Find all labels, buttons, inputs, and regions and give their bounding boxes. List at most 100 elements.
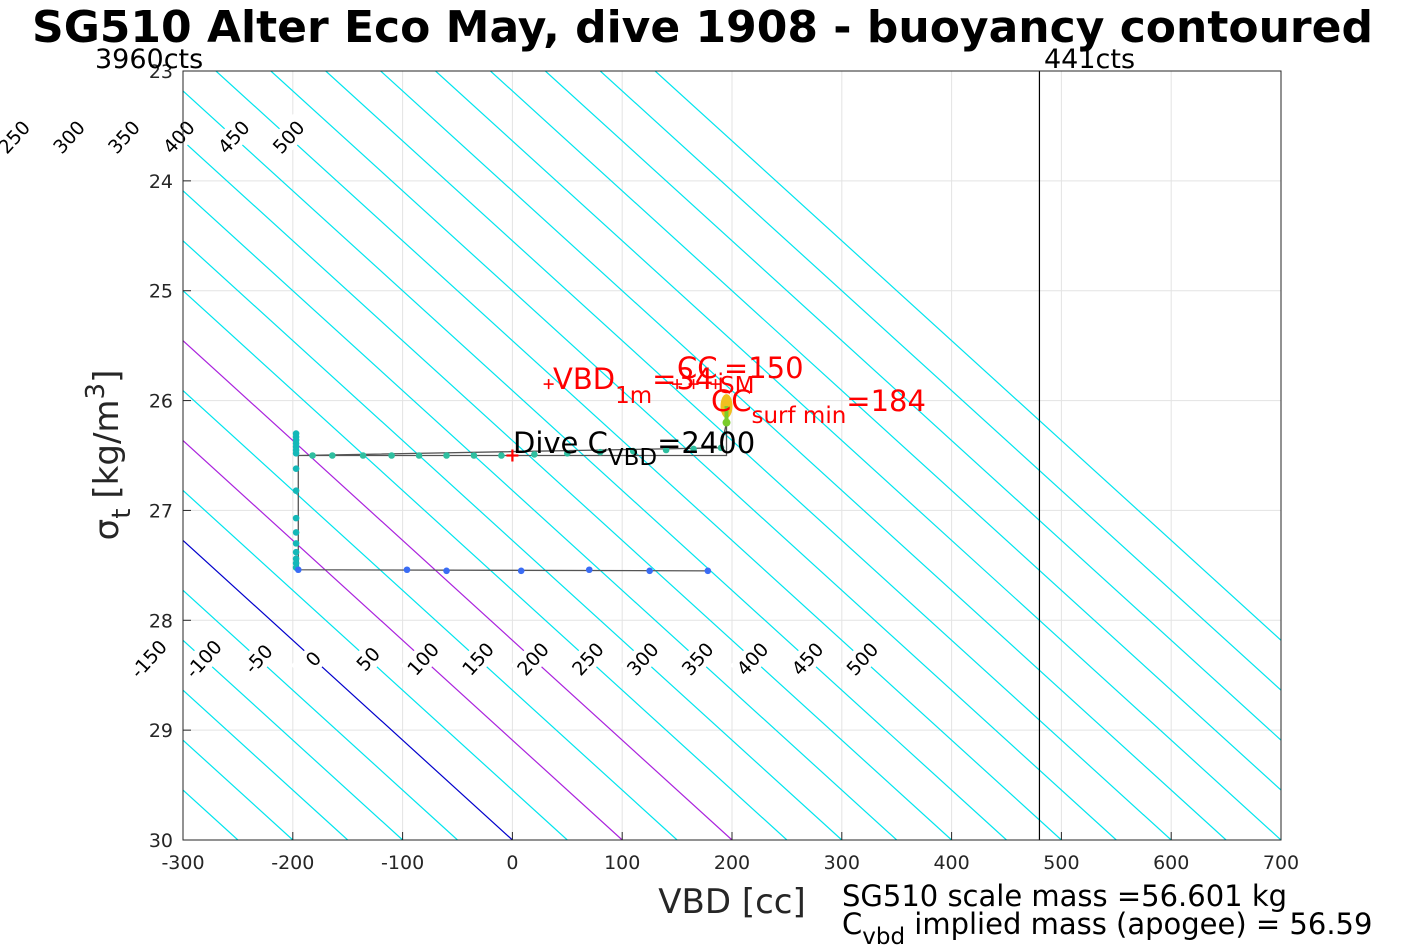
dive-cvbd-label-part: =2400 [657, 426, 755, 460]
cc-label-part: i [718, 370, 724, 396]
vbd-1m-label: VBD1m=34 [553, 362, 713, 409]
data-point [292, 529, 300, 536]
implied-tail: implied mass (apogee) = 56.59 [905, 907, 1372, 941]
x-tick-label: -300 [161, 852, 204, 874]
dive-cvbd-label-part: Dive C [513, 426, 608, 460]
y-tick-label: 30 [149, 830, 173, 852]
chart-title: SG510 Alter Eco May, dive 1908 - buoyanc… [32, 2, 1373, 53]
sm-label: SM [720, 373, 754, 399]
implied-mass-label: Cvbd implied mass (apogee) = 56.59 [842, 907, 1372, 945]
x-tick-label: 500 [1043, 852, 1079, 874]
data-point [690, 445, 697, 453]
data-point [292, 540, 300, 547]
x-tick-label: 200 [714, 852, 750, 874]
y-axis-close: ] [87, 370, 127, 383]
data-point [704, 567, 712, 575]
x-axis-ticks: -300 -200 -100 0 100 200 300 400 500 600 700 [161, 832, 1299, 874]
contour-label: 350 [104, 117, 145, 159]
contour-label: 300 [49, 117, 90, 159]
data-point [443, 567, 450, 575]
data-point [470, 452, 478, 459]
x-tick-label: 0 [506, 852, 518, 874]
data-point [596, 448, 604, 456]
cc-surf-label: CCsurf min=184 [711, 384, 926, 429]
y-axis-sup: 3 [81, 383, 111, 400]
data-point [415, 452, 423, 459]
x-tick-label: 300 [824, 852, 860, 874]
contour-label-bg [675, 635, 720, 682]
contour-label-bg [156, 114, 201, 160]
contour-line [183, 389, 678, 840]
data-point [403, 566, 411, 574]
dive-cvbd-label-part: VBD [608, 445, 657, 471]
y-tick-label: 26 [149, 391, 173, 413]
contour-label-bg [729, 635, 775, 682]
implied-main: C [842, 907, 862, 941]
vbd-1m-label-part: VBD [553, 362, 615, 396]
contour-label-bg [510, 635, 556, 682]
right-counts-label: 441cts [1044, 44, 1135, 75]
contour-line [183, 539, 513, 840]
contour-label: -150 [127, 636, 172, 683]
y-tick-label: 24 [149, 171, 173, 193]
x-tick-label: -100 [381, 852, 424, 874]
surface-marker-end [722, 418, 731, 427]
contour-label-bg [620, 635, 665, 682]
dive-cvbd-label: Dive CVBD=2400 [513, 426, 755, 471]
x-tick-label: -200 [271, 852, 314, 874]
y-tick-label: 27 [149, 500, 173, 522]
y-axis-sub: t [107, 509, 137, 519]
contour-label-bg [400, 635, 446, 682]
cc-label: CCi=150 [677, 351, 804, 396]
y-tick-label: 28 [149, 610, 173, 632]
contour-label-bg [46, 114, 92, 160]
contour-line [183, 689, 349, 840]
contour-line [654, 71, 1281, 642]
contour-line [183, 439, 623, 840]
data-point [531, 451, 538, 458]
data-point [294, 566, 302, 574]
x-axis-label: VBD [cc] [658, 882, 806, 922]
y-axis-label: σt [kg/m3] [81, 370, 137, 541]
data-point [443, 452, 450, 459]
data-point [564, 450, 571, 457]
contour-line [183, 589, 458, 840]
contour-label-bg [126, 635, 171, 682]
data-point [329, 452, 336, 459]
contour-line [183, 489, 568, 840]
left-counts-label: 3960cts [95, 44, 203, 75]
cc-surf-label-part: surf min [752, 403, 847, 429]
y-tick-label: 25 [149, 281, 173, 303]
contour-label-bg [180, 635, 226, 682]
contour-label-bg [784, 635, 830, 682]
data-point [629, 447, 637, 455]
contour-line [183, 639, 404, 840]
data-point [292, 450, 300, 457]
y-tick-label: 29 [149, 720, 173, 742]
data-point [646, 567, 653, 575]
y-tick-label: 23 [149, 61, 173, 83]
vbd-1m-label-part: 1m [615, 383, 652, 409]
data-points [292, 430, 725, 575]
contour-label-bg [211, 114, 256, 160]
data-point [662, 446, 670, 454]
contour-label: 250 [0, 117, 35, 159]
data-point [585, 566, 593, 574]
svg-text:σt[kg/m3]: σt [kg/m3] [81, 370, 137, 541]
contour-line [599, 71, 1281, 692]
scale-mass-label: SG510 scale mass =56.601 kg [842, 879, 1287, 913]
x-tick-label: 100 [604, 852, 640, 874]
cc-label-part: CC [677, 351, 718, 385]
y-axis-unit: [kg/m [87, 399, 127, 498]
contour-line [0, 71, 73, 840]
data-point [292, 465, 300, 472]
cc-surf-label-part: =184 [846, 384, 926, 418]
contour-label-bg [345, 635, 391, 682]
implied-sub: vbd [862, 924, 905, 945]
data-point [498, 452, 505, 459]
x-tick-label: 400 [933, 852, 969, 874]
vbd-1m-label-part: =34 [652, 362, 713, 396]
data-point [292, 487, 300, 494]
